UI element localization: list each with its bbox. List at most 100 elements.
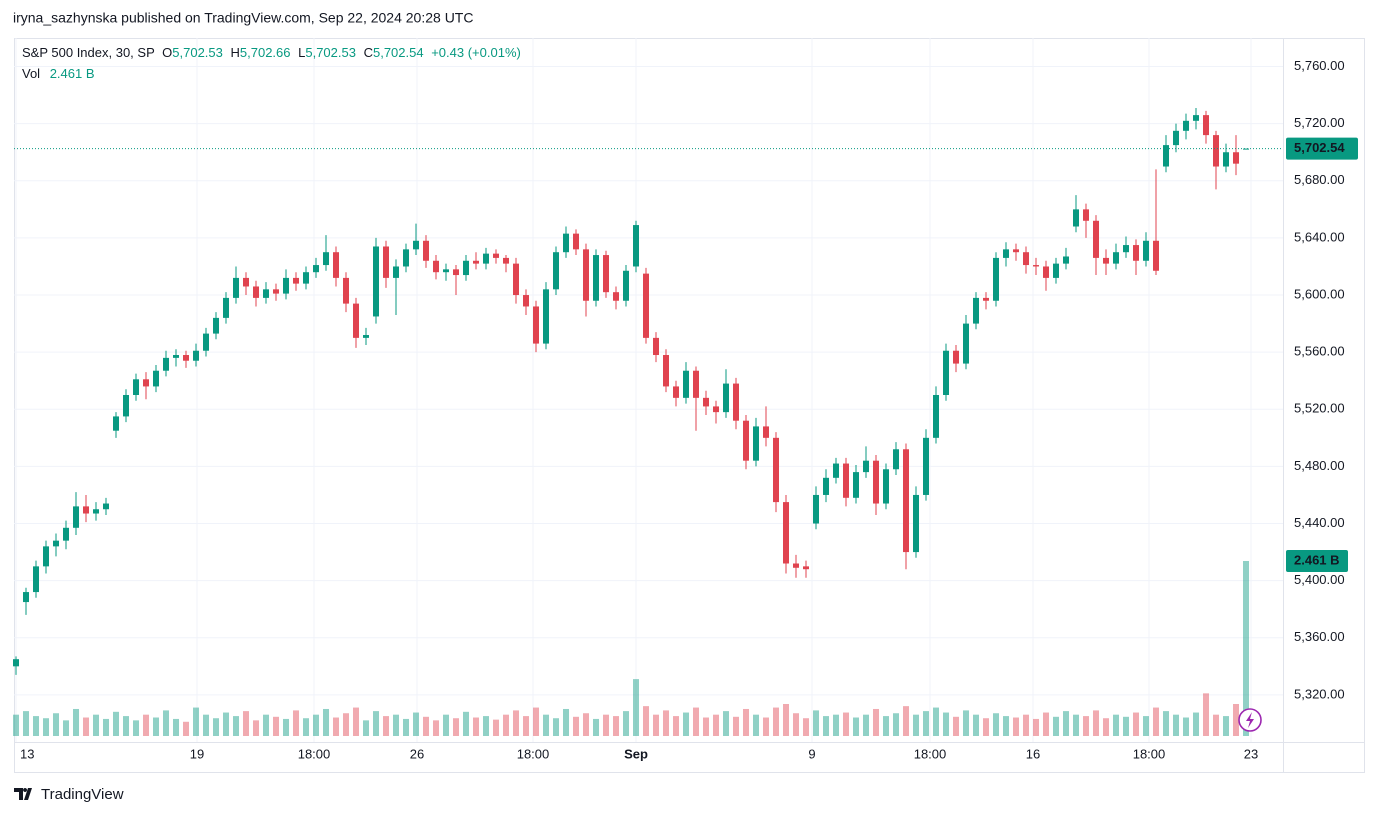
candle-body [603,255,609,293]
grid [14,38,1283,742]
candle-body [693,370,699,398]
candle-body [923,437,929,495]
volume-bar [803,718,809,736]
candle-body [863,460,869,473]
y-tick-label: 5,360.00 [1294,629,1345,644]
volume-bar [223,712,229,736]
candle-body [213,317,219,334]
volume-bar [503,714,509,736]
change: +0.43 (+0.01%) [431,45,521,60]
candle-body [463,260,469,276]
candle-body [383,246,389,278]
volume-bar [963,710,969,736]
volume-bar [1093,710,1099,736]
candle-body [623,270,629,301]
volume-bar [1053,716,1059,736]
candle-body [393,266,399,278]
candle-body [963,323,969,364]
volume-bar [153,717,159,736]
candle-body [1153,240,1159,271]
volume-bar [783,704,789,736]
volume-bar [1203,693,1209,736]
volume-tag-label: 2.461 B [1294,552,1340,567]
candle-body [1213,135,1219,167]
candle-body [513,263,519,296]
candle-body [613,292,619,301]
candle-body [453,269,459,276]
volume-bar [993,713,999,736]
volume-bar [713,714,719,736]
volume-bar [873,708,879,736]
candle-body [793,563,799,568]
candle-body [1013,249,1019,253]
x-tick-label: 18:00 [298,746,331,761]
volume-bar [623,711,629,736]
candle-body [103,503,109,510]
candle-body [643,273,649,338]
candle-body [1053,263,1059,278]
candle-body [543,289,549,344]
volume-bar [613,716,619,736]
candle-body [933,394,939,438]
candle-body [593,255,599,301]
volume-bar [343,713,349,736]
x-tick-label: 9 [808,746,815,761]
volume-tag [1286,550,1348,572]
candle-body [93,509,99,514]
candle-body [203,333,209,351]
candle-body [33,566,39,593]
alert-bolt[interactable] [1246,712,1254,728]
candle-body [113,416,119,431]
candle-body [823,477,829,495]
x-tick-label: 16 [1026,746,1040,761]
candle-body [1073,209,1079,227]
byline: iryna_sazhynska published on TradingView… [13,10,473,26]
field-value: 5,702.54 [373,45,424,60]
y-tick-label: 5,560.00 [1294,344,1345,359]
candle-body [293,277,299,284]
candle-body [1033,265,1039,267]
candle-body [953,350,959,364]
volume-bar [413,712,419,736]
last-price-tag [1286,137,1358,160]
volume-bar [683,712,689,736]
candle-body [783,502,789,564]
volume-bar [363,720,369,736]
candle-body [63,527,69,541]
candle-body [563,233,569,253]
candle-body [233,277,239,298]
candle-body [283,277,289,294]
volume-bar [843,712,849,736]
volume-bar [33,716,39,736]
candle-body [583,249,589,301]
field-key: L [298,45,305,60]
candle-body [1193,115,1199,121]
volume-bar [1083,716,1089,736]
field-key: C [364,45,373,60]
candle-body [913,494,919,553]
candle-body [163,357,169,371]
chart-frame [14,38,1365,773]
candle-body [773,437,779,503]
volume-bar [1233,704,1239,736]
volume-bar [743,708,749,736]
candle-body [433,260,439,273]
volume-bar [423,716,429,736]
alert-icon[interactable] [1238,708,1262,732]
volume-bar [113,711,119,736]
candle-body [523,295,529,307]
candle-body [43,546,49,567]
volume-bar [793,713,799,736]
volume-bar [203,714,209,736]
candle-body [673,386,679,398]
candle-body [153,370,159,387]
volume-bar [13,714,19,736]
volume-bar [603,714,609,736]
volume-bar [1243,561,1249,736]
volume-bar [653,714,659,736]
volume-bar [303,718,309,736]
candle-body [403,249,409,267]
y-tick-label: 5,480.00 [1294,458,1345,473]
candle-body [173,355,179,358]
